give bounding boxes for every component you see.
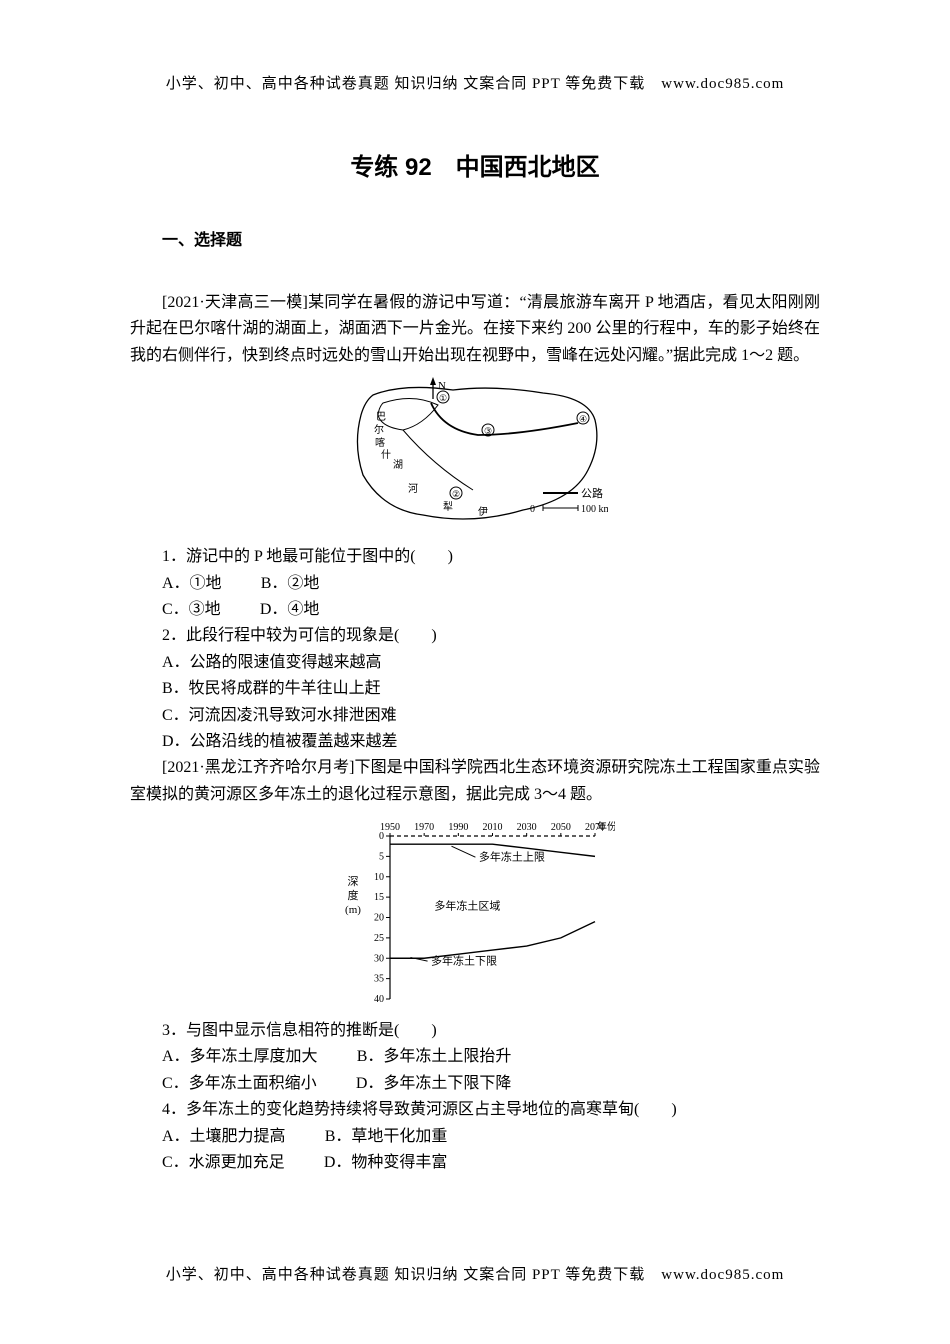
svg-text:5: 5	[379, 851, 384, 862]
q4-optD: D．物种变得丰富	[324, 1154, 448, 1171]
q3-stem: 3．与图中显示信息相符的推断是( )	[130, 1018, 820, 1044]
svg-text:多年冻土下限: 多年冻土下限	[431, 953, 497, 967]
q3-optD: D．多年冻土下限下降	[356, 1075, 512, 1092]
svg-text:年份: 年份	[597, 820, 615, 833]
marker-1: ①	[438, 393, 446, 403]
q2-optB: B．牧民将成群的牛羊往山上赶	[130, 676, 820, 702]
q3-optC: C．多年冻土面积缩小	[162, 1075, 317, 1092]
lake-label-3: 喀	[375, 436, 385, 449]
svg-text:多年冻土上限: 多年冻土上限	[479, 850, 545, 864]
q4-options-ab: A．土壤肥力提高 B．草地干化加重	[130, 1124, 820, 1150]
q3-optA: A．多年冻土厚度加大	[162, 1048, 318, 1065]
legend-scale: 100 km	[581, 504, 608, 515]
svg-text:15: 15	[374, 892, 384, 903]
legend-zero: 0	[530, 504, 535, 515]
svg-text:(m): (m)	[345, 904, 361, 916]
q2-optA: A．公路的限速值变得越来越高	[130, 650, 820, 676]
svg-text:1990: 1990	[448, 822, 468, 833]
north-label: N	[438, 380, 446, 392]
svg-text:2050: 2050	[551, 822, 571, 833]
svg-text:深: 深	[348, 875, 359, 888]
svg-text:1970: 1970	[414, 822, 434, 833]
passage-1: [2021·天津高三一模]某同学在暑假的游记中写道：“清晨旅游车离开 P 地酒店…	[130, 290, 820, 369]
lake-label-1: 巴	[376, 411, 386, 423]
svg-text:度: 度	[348, 888, 359, 902]
q2-optD: D．公路沿线的植被覆盖越来越差	[130, 729, 820, 755]
svg-text:20: 20	[374, 913, 384, 924]
q1-optB: B．②地	[261, 575, 320, 592]
q2-optC: C．河流因凌汛导致河水排泄困难	[130, 703, 820, 729]
q1-optC: C．③地	[162, 601, 221, 618]
river-label-2: 犁	[443, 500, 453, 513]
marker-3: ③	[483, 426, 491, 436]
q4-optB: B．草地干化加重	[325, 1128, 448, 1145]
figure-2-chart: 0510152025303540195019701990201020302050…	[130, 814, 820, 1014]
svg-text:35: 35	[374, 974, 384, 985]
legend-road: 公路	[581, 487, 603, 500]
q3-options-ab: A．多年冻土厚度加大 B．多年冻土上限抬升	[130, 1044, 820, 1070]
q3-options-cd: C．多年冻土面积缩小 D．多年冻土下限下降	[130, 1071, 820, 1097]
lake-label-2: 尔	[374, 423, 384, 436]
q1-optD: D．④地	[260, 601, 320, 618]
q4-optC: C．水源更加充足	[162, 1154, 285, 1171]
section-heading: 一、选择题	[130, 226, 820, 250]
svg-text:10: 10	[374, 872, 384, 883]
q1-optA: A．①地	[162, 575, 222, 592]
marker-4: ④	[578, 414, 586, 424]
svg-text:2010: 2010	[483, 822, 503, 833]
q1-options-cd: C．③地 D．④地	[130, 597, 820, 623]
svg-text:1950: 1950	[380, 822, 400, 833]
document-title: 专练 92 中国西北地区	[130, 147, 820, 182]
river-label-1: 伊	[478, 506, 488, 518]
q1-stem: 1．游记中的 P 地最可能位于图中的( )	[130, 544, 820, 570]
figure-1-map: N ① ② ③ ④ 巴 尔 喀 什 湖 河 犁 伊 公路 0	[130, 375, 820, 540]
passage-2: [2021·黑龙江齐齐哈尔月考]下图是中国科学院西北生态环境资源研究院冻土工程国…	[130, 755, 820, 808]
svg-text:30: 30	[374, 953, 384, 964]
river-label-3: 河	[408, 483, 418, 495]
svg-text:多年冻土区域: 多年冻土区域	[434, 898, 500, 912]
svg-text:2030: 2030	[517, 822, 537, 833]
q1-options-ab: A．①地 B．②地	[130, 571, 820, 597]
q4-options-cd: C．水源更加充足 D．物种变得丰富	[130, 1150, 820, 1176]
q4-stem: 4．多年冻土的变化趋势持续将导致黄河源区占主导地位的高寒草甸( )	[130, 1097, 820, 1123]
page-header: 小学、初中、高中各种试卷真题 知识归纳 文案合同 PPT 等免费下载 www.d…	[130, 72, 820, 93]
marker-2: ②	[451, 489, 459, 499]
q4-optA: A．土壤肥力提高	[162, 1128, 286, 1145]
lake-label-5: 湖	[393, 459, 403, 471]
lake-label-4: 什	[381, 449, 391, 461]
page-footer: 小学、初中、高中各种试卷真题 知识归纳 文案合同 PPT 等免费下载 www.d…	[0, 1263, 950, 1284]
svg-text:40: 40	[374, 994, 384, 1005]
svg-text:25: 25	[374, 933, 384, 944]
q2-stem: 2．此段行程中较为可信的现象是( )	[130, 623, 820, 649]
q3-optB: B．多年冻土上限抬升	[357, 1048, 512, 1065]
